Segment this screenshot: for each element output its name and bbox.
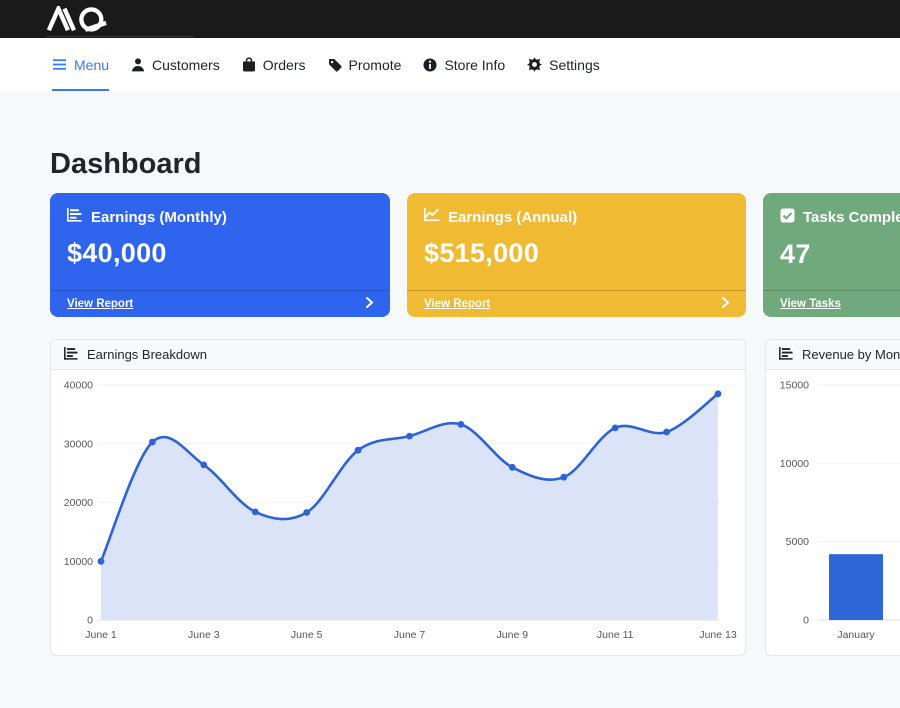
nav-item-label: Customers xyxy=(152,56,220,73)
stat-card-link-label: View Tasks xyxy=(780,298,841,310)
stat-card-value: $515,000 xyxy=(424,238,540,268)
nav-item-label: Settings xyxy=(549,56,600,73)
nav-item-label: Store Info xyxy=(444,56,506,73)
nav-item-menu[interactable]: Menu xyxy=(52,38,110,91)
svg-text:June 13: June 13 xyxy=(699,629,737,641)
stat-card-link-label: View Report xyxy=(67,298,134,310)
stat-card-link-label: View Report xyxy=(424,298,491,310)
line-chart-icon xyxy=(424,208,440,226)
logo-underline xyxy=(47,36,193,37)
svg-text:June 9: June 9 xyxy=(497,629,529,641)
stat-card-value: 47 xyxy=(780,239,811,269)
nav-item-settings[interactable]: Settings xyxy=(527,38,600,91)
stat-card-title: Earnings (Annual) xyxy=(448,208,578,226)
revenue-by-month-card: Revenue by Month 0 5000 10000 15000 January xyxy=(765,339,900,656)
nav-item-label: Menu xyxy=(74,56,110,73)
svg-text:0: 0 xyxy=(803,615,809,627)
bar-chart-icon xyxy=(67,208,83,226)
check-square-icon xyxy=(780,208,795,227)
page-title: Dashboard xyxy=(50,148,202,180)
svg-text:June 1: June 1 xyxy=(85,629,117,641)
brand-logo[interactable] xyxy=(45,6,129,32)
svg-text:10000: 10000 xyxy=(64,556,93,568)
svg-text:5000: 5000 xyxy=(786,536,810,548)
gear-icon xyxy=(527,57,543,72)
view-report-link[interactable]: View Report xyxy=(50,290,390,317)
chevron-right-icon xyxy=(722,295,730,313)
earnings-breakdown-card: Earnings Breakdown 0 10000 20000 30000 40000… xyxy=(50,339,746,656)
nav-item-label: Promote xyxy=(348,56,402,73)
earnings-monthly-card: Earnings (Monthly) $40,000 View Report xyxy=(50,193,390,317)
chevron-right-icon xyxy=(366,295,374,313)
svg-text:June 5: June 5 xyxy=(291,629,323,641)
stat-card-title: Earnings (Monthly) xyxy=(91,208,227,226)
earnings-annual-card: Earnings (Annual) $515,000 View Report xyxy=(407,193,746,317)
charts-row: Earnings Breakdown 0 10000 20000 30000 40000… xyxy=(50,339,900,656)
svg-text:0: 0 xyxy=(87,615,93,627)
stat-cards-row: Earnings (Monthly) $40,000 View Report E… xyxy=(50,193,900,317)
svg-text:January: January xyxy=(837,629,875,641)
info-circle-icon xyxy=(423,58,437,72)
nav-item-customers[interactable]: Customers xyxy=(131,38,220,91)
svg-text:10000: 10000 xyxy=(780,458,809,470)
svg-text:20000: 20000 xyxy=(64,497,93,509)
nav-item-label: Orders xyxy=(262,56,306,73)
tag-icon xyxy=(328,58,342,72)
stat-card-value: $40,000 xyxy=(67,238,167,268)
view-report-link[interactable]: View Report xyxy=(407,290,746,317)
svg-text:June 11: June 11 xyxy=(597,629,634,641)
revenue-by-month-bar-chart: 0 5000 10000 15000 January xyxy=(766,370,900,655)
svg-text:June 7: June 7 xyxy=(394,629,426,641)
view-tasks-link[interactable]: View Tasks xyxy=(763,290,900,317)
bar-chart-icon xyxy=(779,346,794,363)
nav-item-promote[interactable]: Promote xyxy=(328,38,402,91)
stat-card-title: Tasks Completed xyxy=(803,209,900,226)
aq-logo-icon xyxy=(46,6,107,32)
main-navigation: Menu Customers Orders Promote Store Info… xyxy=(0,38,900,91)
earnings-breakdown-line-chart: 0 10000 20000 30000 40000 June 1 June 3 June 5 J… xyxy=(51,370,745,655)
person-icon xyxy=(131,57,145,72)
hamburger-icon xyxy=(52,57,67,72)
chart-card-title: Revenue by Month xyxy=(802,347,900,362)
svg-text:30000: 30000 xyxy=(64,438,93,450)
top-app-bar xyxy=(0,0,900,38)
main-content: Dashboard Earnings (Monthly) $40,000 Vie… xyxy=(0,91,900,656)
nav-item-store-info[interactable]: Store Info xyxy=(423,38,505,91)
bar-chart-icon xyxy=(64,346,79,363)
chart-card-title: Earnings Breakdown xyxy=(87,347,207,362)
svg-text:June 3: June 3 xyxy=(188,629,220,641)
svg-text:15000: 15000 xyxy=(780,380,809,392)
nav-item-orders[interactable]: Orders xyxy=(242,38,306,91)
svg-text:40000: 40000 xyxy=(64,380,93,392)
shopping-bag-icon xyxy=(242,57,256,72)
tasks-completed-card: Tasks Completed 47 View Tasks xyxy=(763,193,900,317)
